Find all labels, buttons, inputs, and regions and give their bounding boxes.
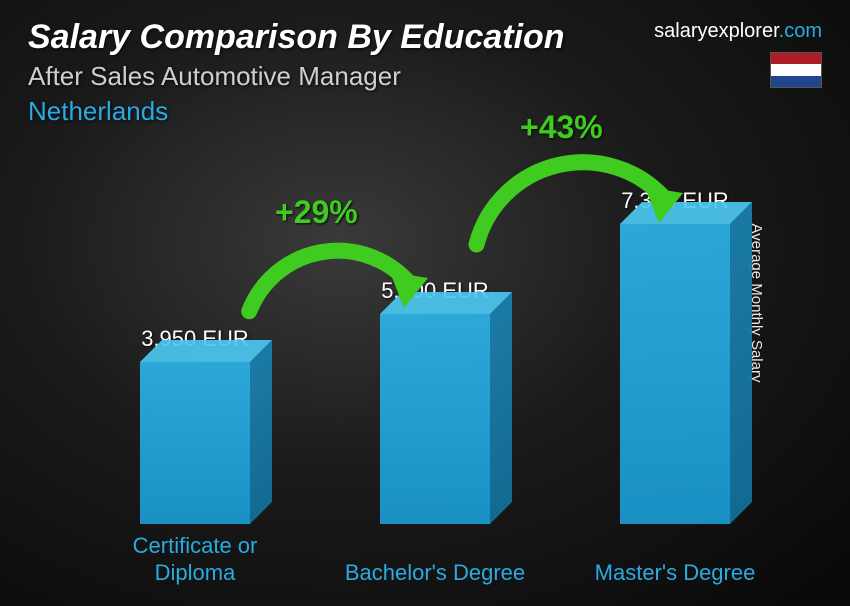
flag-stripe	[771, 76, 821, 87]
bar-category-label: Certificate or Diploma	[95, 533, 295, 586]
flag-stripe	[771, 64, 821, 75]
bar-chart: 3,950 EURCertificate or Diploma5,100 EUR…	[60, 164, 780, 524]
flag-icon	[770, 52, 822, 88]
bar-category-label: Bachelor's Degree	[335, 560, 535, 586]
flag-stripe	[771, 53, 821, 64]
increase-pct-label: +43%	[520, 109, 603, 146]
brand-suffix: .com	[779, 20, 822, 42]
brand-label: salaryexplorer.com	[654, 20, 822, 43]
chart-country: Netherlands	[28, 96, 822, 127]
brand-name: salaryexplorer	[654, 20, 779, 42]
bar-category-label: Master's Degree	[575, 560, 775, 586]
chart-subtitle: After Sales Automotive Manager	[28, 61, 822, 92]
increase-arc	[60, 124, 780, 524]
